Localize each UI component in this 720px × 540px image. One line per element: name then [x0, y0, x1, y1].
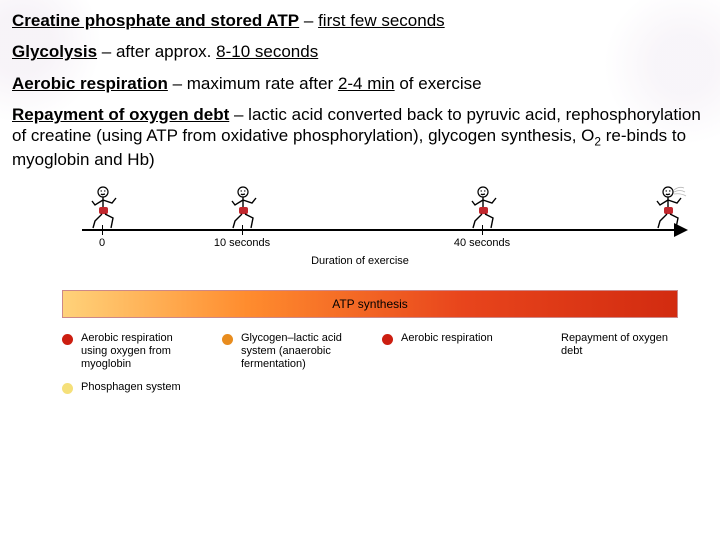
atp-synthesis-bar-label: ATP synthesis [63, 291, 677, 317]
legend-dot-icon [382, 334, 393, 345]
legend-item: Glycogen–lactic acid system (anaerobic f… [222, 332, 372, 372]
legend-item-label: Aerobic respiration using oxygen from my… [81, 332, 201, 372]
line-glycolysis-label: Glycolysis [12, 42, 97, 61]
line-aerobic-label: Aerobic respiration [12, 74, 168, 93]
legend-dot-icon [62, 383, 73, 394]
legend-item-label: Glycogen–lactic acid system (anaerobic f… [241, 332, 361, 372]
legend-item-label: Aerobic respiration [401, 332, 493, 345]
line-creatine-label: Creatine phosphate and stored ATP [12, 11, 299, 30]
runner-icon [467, 185, 507, 229]
runner-icon [227, 185, 267, 229]
timeline-track [82, 229, 678, 231]
line-oxygen-debt-label: Repayment of oxygen debt [12, 105, 229, 124]
legend-item: Phosphagen system [62, 381, 212, 394]
timeline-tick-label: 40 seconds [454, 237, 510, 249]
runner-icon [87, 185, 127, 229]
atp-synthesis-bar: ATP synthesis [62, 290, 678, 318]
timeline-tick-label: 0 [99, 237, 105, 249]
legend-item-label: Phosphagen system [81, 381, 181, 394]
exercise-timeline: Duration of exercise 0 10 seconds 40 secon… [12, 181, 708, 276]
legend-item: Repayment of oxygen debt [542, 332, 692, 372]
runner-icon [652, 185, 692, 229]
legend-item: Aerobic respiration using oxygen from my… [62, 332, 212, 372]
legend: Aerobic respiration using oxygen from my… [62, 332, 688, 395]
line-creatine: Creatine phosphate and stored ATP – firs… [12, 10, 708, 31]
line-aerobic: Aerobic respiration – maximum rate after… [12, 73, 708, 94]
line-oxygen-debt: Repayment of oxygen debt – lactic acid c… [12, 104, 708, 171]
legend-dot-icon [222, 334, 233, 345]
legend-dot-icon [62, 334, 73, 345]
timeline-axis-label: Duration of exercise [311, 255, 409, 267]
legend-item: Aerobic respiration [382, 332, 532, 372]
legend-item-label: Repayment of oxygen debt [561, 332, 681, 358]
timeline-tick-label: 10 seconds [214, 237, 270, 249]
line-glycolysis: Glycolysis – after approx. 8-10 seconds [12, 41, 708, 62]
